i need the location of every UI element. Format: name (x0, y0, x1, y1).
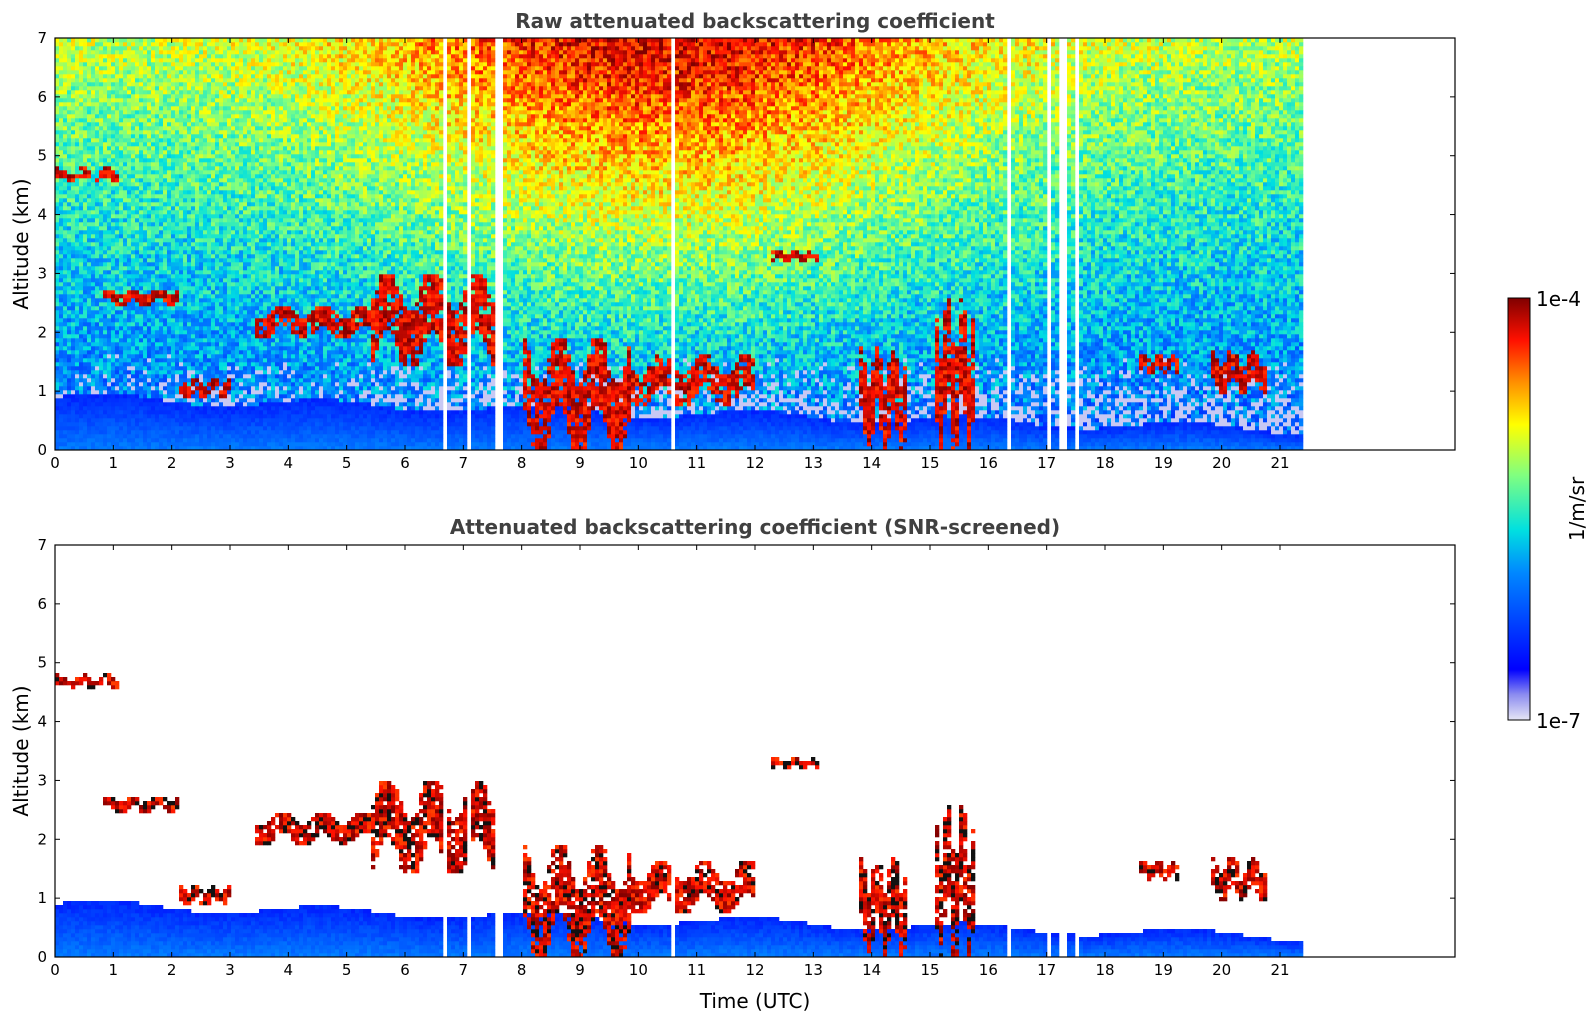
raw-heatmap (55, 38, 1303, 450)
x-tick-label: 10 (629, 961, 648, 979)
colorbar: 1e-4 1e-7 1/m/sr (1508, 287, 1589, 733)
x-tick-label: 5 (342, 454, 352, 472)
y-tick-label: 7 (37, 536, 47, 554)
x-tick-label: 14 (862, 454, 881, 472)
y-tick-label: 3 (37, 771, 47, 789)
x-tick-label: 3 (225, 961, 235, 979)
raw-y-axis-label: Altitude (km) (9, 178, 33, 309)
x-tick-label: 13 (804, 454, 823, 472)
x-tick-label: 15 (920, 961, 939, 979)
x-tick-label: 17 (1037, 454, 1056, 472)
screened-chart-title: Attenuated backscattering coefficient (S… (450, 515, 1060, 539)
y-tick-label: 2 (37, 323, 47, 341)
x-tick-label: 2 (167, 961, 177, 979)
y-tick-label: 2 (37, 830, 47, 848)
y-tick-label: 1 (37, 889, 47, 907)
y-tick-label: 0 (37, 948, 47, 966)
x-tick-label: 20 (1212, 961, 1231, 979)
panel-raw: Raw attenuated backscattering coefficien… (9, 9, 1455, 472)
y-tick-label: 4 (37, 713, 47, 731)
screened-y-axis-label: Altitude (km) (9, 685, 33, 816)
x-tick-label: 19 (1154, 454, 1173, 472)
x-tick-label: 13 (804, 961, 823, 979)
x-tick-label: 3 (225, 454, 235, 472)
screened-heatmap (55, 673, 1303, 957)
x-tick-label: 20 (1212, 454, 1231, 472)
screened-x-axis-label: Time (UTC) (699, 989, 811, 1013)
x-tick-label: 7 (459, 961, 469, 979)
y-tick-label: 5 (37, 654, 47, 672)
x-tick-label: 4 (284, 961, 294, 979)
figure: Raw attenuated backscattering coefficien… (0, 0, 1595, 1020)
x-tick-label: 11 (687, 961, 706, 979)
screened-axis-ticks: 0 1 2 3 4 5 6 7 8 9 10 11 12 13 14 15 16 17 18 19 20 21012345… (37, 536, 1455, 979)
x-tick-label: 21 (1270, 961, 1289, 979)
y-tick-label: 1 (37, 382, 47, 400)
x-tick-label: 1 (109, 454, 119, 472)
x-tick-label: 10 (629, 454, 648, 472)
x-tick-label: 12 (745, 454, 764, 472)
x-tick-label: 7 (459, 454, 469, 472)
x-tick-label: 0 (50, 961, 60, 979)
y-tick-label: 4 (37, 206, 47, 224)
x-tick-label: 16 (979, 961, 998, 979)
x-tick-label: 6 (400, 454, 410, 472)
x-tick-label: 6 (400, 961, 410, 979)
x-tick-label: 8 (517, 961, 527, 979)
y-tick-label: 3 (37, 264, 47, 282)
raw-chart-title: Raw attenuated backscattering coefficien… (515, 9, 995, 33)
x-tick-label: 1 (109, 961, 119, 979)
colorbar-min-label: 1e-7 (1536, 709, 1581, 733)
x-tick-label: 2 (167, 454, 177, 472)
panel-screened: Attenuated backscattering coefficient (S… (9, 515, 1455, 1013)
x-tick-label: 17 (1037, 961, 1056, 979)
x-tick-label: 9 (575, 961, 585, 979)
y-tick-label: 7 (37, 29, 47, 47)
x-tick-label: 18 (1095, 961, 1114, 979)
x-tick-label: 15 (920, 454, 939, 472)
x-tick-label: 0 (50, 454, 60, 472)
y-tick-label: 6 (37, 88, 47, 106)
x-tick-label: 5 (342, 961, 352, 979)
x-tick-label: 4 (284, 454, 294, 472)
colorbar-gradient (1508, 298, 1530, 720)
colorbar-max-label: 1e-4 (1536, 287, 1581, 311)
x-tick-label: 21 (1270, 454, 1289, 472)
x-tick-label: 11 (687, 454, 706, 472)
y-tick-label: 0 (37, 441, 47, 459)
x-tick-label: 9 (575, 454, 585, 472)
x-tick-label: 14 (862, 961, 881, 979)
x-tick-label: 16 (979, 454, 998, 472)
x-tick-label: 12 (745, 961, 764, 979)
x-tick-label: 19 (1154, 961, 1173, 979)
y-tick-label: 5 (37, 147, 47, 165)
colorbar-units-label: 1/m/sr (1565, 476, 1589, 541)
x-tick-label: 18 (1095, 454, 1114, 472)
x-tick-label: 8 (517, 454, 527, 472)
y-tick-label: 6 (37, 595, 47, 613)
